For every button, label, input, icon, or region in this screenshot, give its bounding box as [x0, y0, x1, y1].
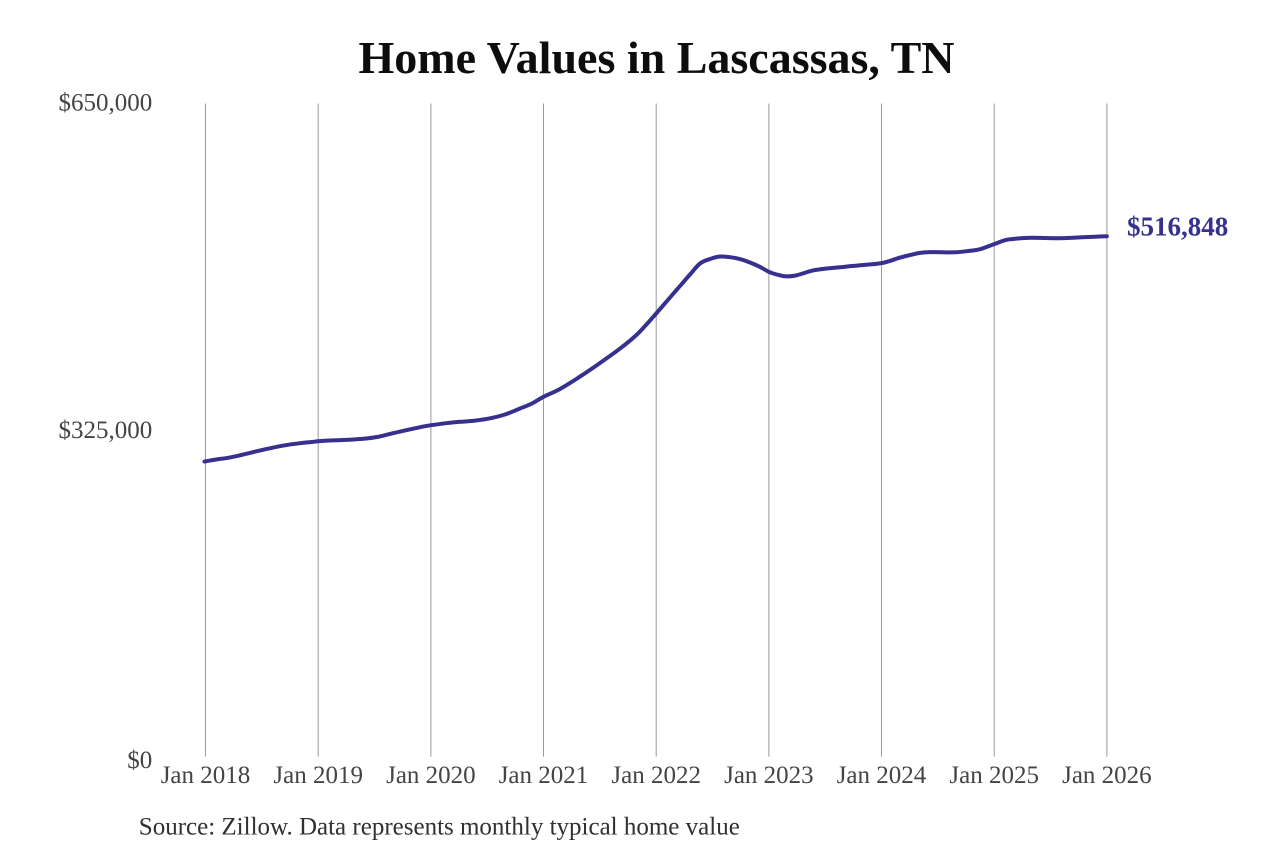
svg-text:$650,000: $650,000 [59, 90, 153, 117]
svg-text:Jan 2018: Jan 2018 [161, 762, 251, 789]
svg-text:$516,848: $516,848 [1127, 212, 1228, 242]
svg-text:$0: $0 [127, 747, 152, 774]
svg-text:Jan 2023: Jan 2023 [724, 762, 814, 789]
svg-text:Source: Zillow. Data represent: Source: Zillow. Data represents monthly … [139, 813, 740, 840]
svg-text:Jan 2024: Jan 2024 [837, 762, 927, 789]
svg-text:Jan 2022: Jan 2022 [611, 762, 701, 789]
svg-text:Home Values in Lascassas, TN: Home Values in Lascassas, TN [358, 32, 954, 83]
svg-text:Jan 2021: Jan 2021 [499, 762, 589, 789]
svg-text:Jan 2020: Jan 2020 [386, 762, 476, 789]
svg-text:Jan 2026: Jan 2026 [1062, 762, 1152, 789]
svg-text:Jan 2025: Jan 2025 [949, 762, 1039, 789]
svg-text:Jan 2019: Jan 2019 [273, 762, 363, 789]
svg-text:$325,000: $325,000 [59, 417, 153, 444]
